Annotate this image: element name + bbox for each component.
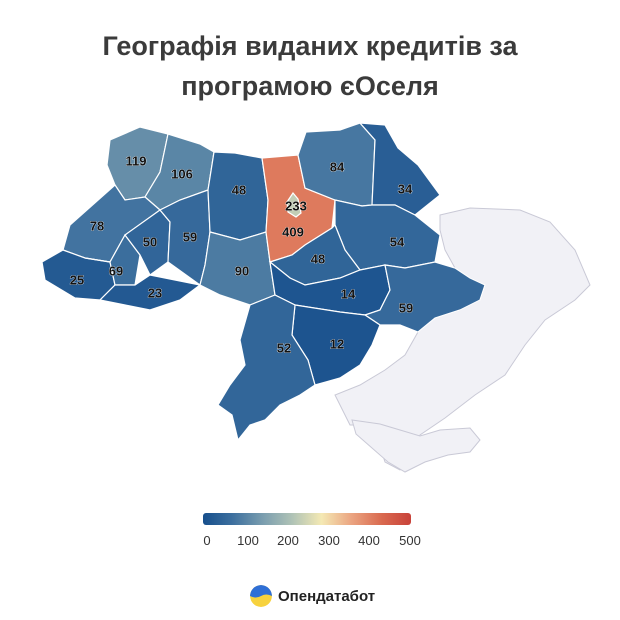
value-label: 34 xyxy=(398,182,413,197)
value-label: 119 xyxy=(126,154,147,169)
region-ivano-frankivsk[interactable] xyxy=(84,233,141,286)
region-dnipropetrovsk[interactable] xyxy=(363,261,486,333)
scale-tick: 0 xyxy=(203,533,211,548)
value-label: 52 xyxy=(277,341,291,356)
value-label: 48 xyxy=(232,183,246,198)
value-label: 25 xyxy=(70,273,84,288)
map-title: Географія виданих кредитів за програмою … xyxy=(0,26,620,106)
value-label: 59 xyxy=(399,301,413,316)
value-label: 233 xyxy=(285,199,307,214)
value-labels: 119 106 78 25 69 50 23 59 48 90 233 409 … xyxy=(69,153,413,356)
value-label: 106 xyxy=(171,167,193,182)
scale-tick: 200 xyxy=(277,533,299,548)
value-label: 50 xyxy=(143,235,157,250)
regions-layer xyxy=(41,122,486,442)
value-label: 59 xyxy=(183,230,197,245)
brand: Опендатабот xyxy=(250,583,375,609)
region-odesa[interactable] xyxy=(217,294,316,442)
value-label: 14 xyxy=(341,287,356,302)
brand-name: Опендатабот xyxy=(278,587,376,605)
region-sumy[interactable] xyxy=(358,122,441,216)
title-line-2: програмою єОселя xyxy=(181,71,439,101)
region-chernivtsi[interactable] xyxy=(98,274,202,311)
title-line-1: Географія виданих кредитів за xyxy=(102,31,518,61)
value-label: 23 xyxy=(148,286,162,301)
scale-tick: 300 xyxy=(318,533,340,548)
value-label: 54 xyxy=(390,235,405,250)
occupied-crimea xyxy=(351,419,481,473)
value-label: 12 xyxy=(330,337,344,352)
value-label: 409 xyxy=(282,225,304,240)
region-kyiv-city[interactable] xyxy=(286,191,302,218)
value-label: 84 xyxy=(330,160,345,175)
color-scale-ticks: 0 100 200 300 400 500 xyxy=(190,533,430,551)
opendatabot-logo-icon xyxy=(250,585,272,607)
scale-tick: 500 xyxy=(399,533,421,548)
color-scale-bar xyxy=(203,513,411,525)
value-label: 90 xyxy=(235,264,249,279)
scale-tick: 100 xyxy=(237,533,259,548)
value-label: 48 xyxy=(311,252,325,267)
value-label: 78 xyxy=(90,219,104,234)
scale-tick: 400 xyxy=(358,533,380,548)
value-label: 69 xyxy=(109,264,123,279)
